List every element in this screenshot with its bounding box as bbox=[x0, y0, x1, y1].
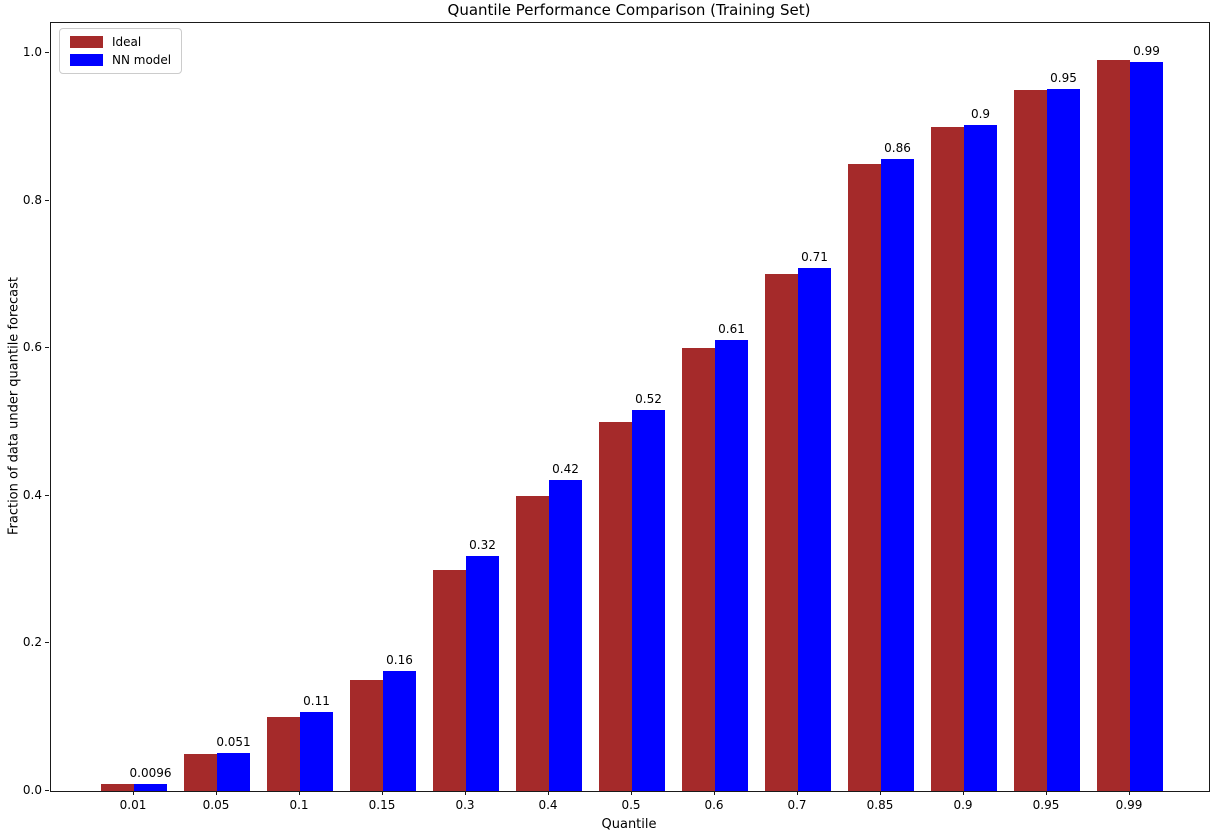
x-tick-label: 0.9 bbox=[953, 798, 973, 812]
bar-value-label: 0.0096 bbox=[129, 765, 172, 780]
bar-nn-model bbox=[632, 410, 665, 791]
plot-area: 0.0096 0.051 0.11 0.16 0.32 0.42 0.52 0.61 0.71 0… bbox=[50, 22, 1210, 792]
bar-value-label: 0.32 bbox=[469, 538, 496, 553]
bar-value-label: 0.11 bbox=[303, 694, 330, 709]
bar-ideal bbox=[848, 163, 881, 791]
bar-nn-model bbox=[300, 712, 333, 791]
x-tick-mark bbox=[797, 791, 798, 795]
bar-nn-model bbox=[798, 267, 831, 791]
legend: Ideal NN model bbox=[59, 28, 183, 74]
bar-ideal bbox=[184, 754, 217, 791]
bar-ideal bbox=[682, 348, 715, 791]
y-tick-label: 0.8 bbox=[22, 192, 42, 207]
bar-value-label: 0.71 bbox=[801, 249, 828, 264]
bar-value-label: 0.52 bbox=[635, 392, 662, 407]
legend-label: Ideal bbox=[112, 35, 142, 49]
bar-nn-model bbox=[715, 340, 748, 791]
y-tick-mark bbox=[45, 790, 49, 791]
bar-ideal bbox=[1097, 60, 1130, 791]
bar-ideal bbox=[433, 569, 466, 791]
bar-ideal bbox=[516, 495, 549, 791]
bar-ideal bbox=[1014, 89, 1047, 791]
x-tick-mark bbox=[1129, 791, 1130, 795]
bar-nn-model bbox=[134, 783, 167, 791]
bar-nn-model bbox=[881, 158, 914, 791]
x-tick-label: 0.05 bbox=[202, 798, 230, 812]
y-tick-label: 1.0 bbox=[22, 45, 42, 59]
x-tick-label: 0.15 bbox=[368, 798, 396, 812]
bar-nn-model bbox=[383, 670, 416, 791]
y-tick-mark bbox=[45, 199, 49, 201]
y-tick-mark bbox=[45, 494, 49, 496]
x-tick-mark bbox=[465, 791, 466, 795]
x-tick-mark bbox=[133, 791, 134, 795]
legend-item-ideal: Ideal bbox=[70, 36, 171, 48]
bar-value-label: 0.61 bbox=[718, 322, 745, 337]
y-tick-mark bbox=[45, 347, 49, 349]
bar-value-label: 0.051 bbox=[216, 735, 251, 750]
bar-nn-model bbox=[1047, 89, 1080, 791]
y-tick-label: 0.4 bbox=[22, 487, 42, 502]
x-tick-mark bbox=[548, 791, 549, 795]
y-tick-mark bbox=[45, 642, 49, 644]
x-tick-label: 0.1 bbox=[289, 798, 309, 812]
x-axis-label: Quantile bbox=[601, 817, 657, 832]
legend-item-nn-model: NN model bbox=[70, 54, 171, 66]
legend-swatch-icon bbox=[70, 36, 103, 48]
y-tick-label: 0.6 bbox=[22, 340, 42, 355]
bar-value-label: 0.9 bbox=[970, 106, 991, 121]
bar-value-label: 0.95 bbox=[1050, 71, 1077, 86]
chart-title: Quantile Performance Comparison (Trainin… bbox=[447, 1, 811, 19]
x-tick-label: 0.95 bbox=[1032, 798, 1060, 812]
x-tick-label: 0.5 bbox=[621, 798, 641, 812]
bar-value-label: 0.42 bbox=[552, 461, 579, 476]
bar-value-label: 0.99 bbox=[1133, 43, 1160, 58]
x-tick-mark bbox=[216, 791, 217, 795]
legend-swatch-icon bbox=[70, 54, 103, 66]
x-tick-label: 0.99 bbox=[1115, 798, 1143, 812]
bar-ideal bbox=[350, 680, 383, 791]
bar-ideal bbox=[599, 422, 632, 791]
bar-value-label: 0.16 bbox=[386, 652, 413, 667]
x-tick-mark bbox=[1046, 791, 1047, 795]
bar-nn-model bbox=[964, 124, 997, 791]
bar-ideal bbox=[267, 717, 300, 791]
bar-nn-model bbox=[466, 556, 499, 791]
x-tick-mark bbox=[880, 791, 881, 795]
x-tick-label: 0.7 bbox=[787, 798, 807, 812]
y-tick-label: 0.0 bbox=[22, 783, 42, 797]
x-tick-label: 0.85 bbox=[866, 798, 894, 812]
y-tick-mark bbox=[45, 52, 49, 53]
x-tick-mark bbox=[382, 791, 383, 795]
x-tick-label: 0.01 bbox=[119, 798, 147, 812]
x-tick-mark bbox=[631, 791, 632, 795]
x-tick-label: 0.3 bbox=[455, 798, 475, 812]
x-tick-mark bbox=[714, 791, 715, 795]
bar-value-label: 0.86 bbox=[884, 140, 911, 155]
y-tick-label: 0.2 bbox=[22, 635, 42, 650]
bar-nn-model bbox=[549, 479, 582, 791]
bar-ideal bbox=[101, 783, 134, 791]
x-tick-label: 0.4 bbox=[538, 798, 558, 812]
legend-label: NN model bbox=[112, 53, 172, 67]
x-tick-mark bbox=[299, 791, 300, 795]
bar-ideal bbox=[931, 126, 964, 791]
bar-nn-model bbox=[217, 753, 250, 791]
x-tick-label: 0.6 bbox=[704, 798, 724, 812]
bar-ideal bbox=[765, 274, 798, 791]
x-tick-mark bbox=[963, 791, 964, 795]
bar-nn-model bbox=[1130, 61, 1163, 791]
